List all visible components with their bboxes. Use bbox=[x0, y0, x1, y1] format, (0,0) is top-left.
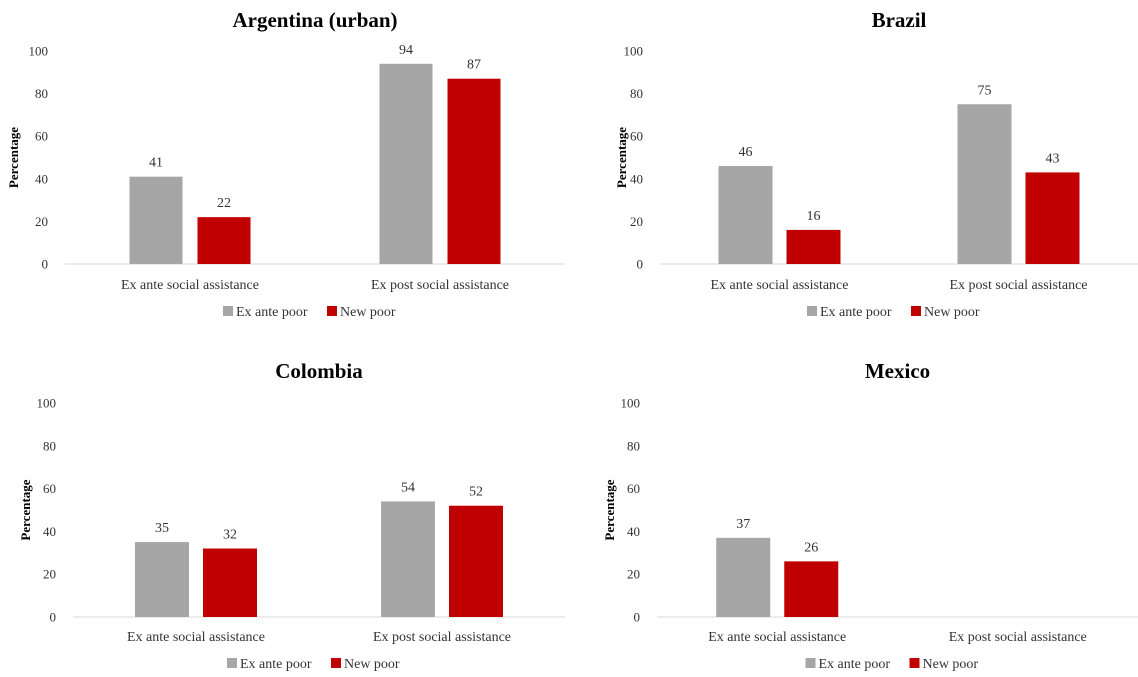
data-label: 16 bbox=[807, 209, 821, 224]
legend-label: Ex ante poor bbox=[240, 657, 312, 672]
bar-new-poor bbox=[786, 229, 841, 264]
data-label: 22 bbox=[217, 196, 231, 211]
legend-label: New poor bbox=[344, 657, 400, 672]
legend-swatch-ex-ante-poor bbox=[223, 306, 233, 316]
bar-ex-ante-poor bbox=[379, 63, 433, 264]
y-tick-label: 100 bbox=[29, 44, 49, 59]
legend-label: Ex ante poor bbox=[819, 657, 891, 672]
y-tick-label: 60 bbox=[35, 129, 48, 144]
y-tick-label: 0 bbox=[42, 257, 49, 272]
bar-ex-ante-poor bbox=[129, 176, 183, 264]
x-category-label: Ex post social assistance bbox=[371, 278, 509, 293]
y-tick-label: 100 bbox=[37, 396, 57, 411]
chart-panel-2: Colombia Percentage 0 20 40 60 80 100 35 32 Ex ant… bbox=[18, 359, 565, 672]
x-category-label: Ex post social assistance bbox=[373, 630, 511, 645]
data-label: 41 bbox=[149, 156, 163, 171]
legend-label: Ex ante poor bbox=[236, 305, 308, 320]
data-label: 75 bbox=[978, 83, 992, 98]
data-label: 54 bbox=[401, 480, 415, 495]
x-category-label: Ex ante social assistance bbox=[710, 278, 848, 293]
y-axis-label: Percentage bbox=[602, 479, 617, 540]
legend-swatch-new-poor bbox=[909, 658, 920, 668]
bar-new-poor bbox=[1025, 172, 1080, 264]
y-tick-label: 100 bbox=[624, 44, 644, 59]
bar-ex-ante-poor bbox=[957, 104, 1012, 264]
data-label: 37 bbox=[736, 517, 750, 532]
legend-label: Ex ante poor bbox=[820, 305, 892, 320]
y-tick-label: 40 bbox=[43, 524, 56, 539]
y-tick-label: 0 bbox=[637, 257, 644, 272]
y-tick-label: 80 bbox=[35, 86, 48, 101]
data-label: 32 bbox=[223, 528, 237, 543]
y-tick-label: 80 bbox=[627, 438, 640, 453]
data-label: 94 bbox=[399, 43, 413, 58]
bar-new-poor bbox=[447, 78, 501, 264]
y-tick-label: 80 bbox=[43, 438, 56, 453]
x-category-label: Ex post social assistance bbox=[949, 630, 1087, 645]
legend-swatch-ex-ante-poor bbox=[227, 658, 237, 668]
legend-label: New poor bbox=[924, 305, 980, 320]
legend-swatch-ex-ante-poor bbox=[807, 306, 817, 316]
chart-title: Colombia bbox=[275, 359, 363, 383]
data-label: 52 bbox=[469, 485, 483, 500]
bar-ex-ante-poor bbox=[135, 542, 189, 617]
x-category-label: Ex ante social assistance bbox=[708, 630, 846, 645]
legend-swatch-new-poor bbox=[911, 306, 921, 316]
bar-new-poor bbox=[784, 561, 839, 617]
chart-title: Brazil bbox=[872, 8, 927, 32]
legend-label: New poor bbox=[923, 657, 979, 672]
data-label: 26 bbox=[804, 540, 818, 555]
y-tick-label: 60 bbox=[627, 481, 640, 496]
y-tick-label: 60 bbox=[630, 129, 643, 144]
chart-panel-1: Brazil Percentage 0 20 40 60 80 100 46 16 Ex ante … bbox=[614, 8, 1138, 320]
chart-title: Argentina (urban) bbox=[232, 8, 397, 32]
y-tick-label: 0 bbox=[50, 610, 57, 625]
legend-swatch-new-poor bbox=[331, 658, 341, 668]
bar-ex-ante-poor bbox=[716, 537, 771, 617]
legend-swatch-ex-ante-poor bbox=[805, 658, 816, 668]
y-tick-label: 80 bbox=[630, 86, 643, 101]
y-tick-label: 60 bbox=[43, 481, 56, 496]
y-tick-label: 100 bbox=[621, 396, 641, 411]
y-tick-label: 40 bbox=[35, 171, 48, 186]
data-label: 35 bbox=[155, 521, 169, 536]
bar-new-poor bbox=[449, 505, 503, 617]
y-tick-label: 20 bbox=[630, 214, 643, 229]
y-tick-label: 40 bbox=[630, 171, 643, 186]
data-label: 46 bbox=[739, 145, 753, 160]
y-axis-label: Percentage bbox=[6, 127, 21, 188]
data-label: 43 bbox=[1046, 151, 1060, 166]
bar-ex-ante-poor bbox=[718, 166, 773, 264]
y-tick-label: 20 bbox=[43, 567, 56, 582]
data-label: 87 bbox=[467, 58, 481, 73]
y-tick-label: 20 bbox=[35, 214, 48, 229]
bar-ex-ante-poor bbox=[381, 501, 435, 617]
y-tick-label: 0 bbox=[634, 610, 641, 625]
x-category-label: Ex post social assistance bbox=[949, 278, 1087, 293]
legend-label: New poor bbox=[340, 305, 396, 320]
legend-swatch-new-poor bbox=[327, 306, 337, 316]
y-axis-label: Percentage bbox=[614, 127, 629, 188]
chart-panel-0: Argentina (urban) Percentage 0 20 40 60 80 100 4… bbox=[6, 8, 565, 320]
y-tick-label: 20 bbox=[627, 567, 640, 582]
x-category-label: Ex ante social assistance bbox=[127, 630, 265, 645]
bar-new-poor bbox=[203, 548, 257, 617]
bar-new-poor bbox=[197, 217, 251, 264]
x-category-label: Ex ante social assistance bbox=[121, 278, 259, 293]
y-tick-label: 40 bbox=[627, 524, 640, 539]
y-axis-label: Percentage bbox=[18, 479, 33, 540]
chart-panel-3: Mexico Percentage 0 20 40 60 80 100 37 26 Ex ante … bbox=[602, 359, 1138, 672]
chart-title: Mexico bbox=[865, 359, 930, 383]
